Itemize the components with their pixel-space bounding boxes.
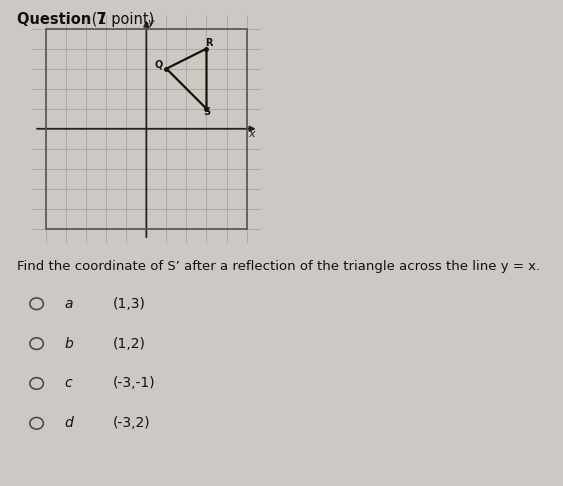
Text: (1 point): (1 point) — [87, 12, 154, 27]
Text: x: x — [248, 129, 255, 139]
Text: S: S — [203, 107, 210, 117]
Text: Question 7: Question 7 — [17, 12, 106, 27]
Text: (1,2): (1,2) — [113, 337, 145, 350]
Text: a: a — [65, 297, 73, 311]
Text: Q: Q — [155, 60, 163, 69]
Text: y: y — [148, 17, 154, 28]
Text: c: c — [65, 377, 73, 390]
Bar — [46, 29, 247, 229]
Text: (-3,-1): (-3,-1) — [113, 377, 155, 390]
Text: (1,3): (1,3) — [113, 297, 145, 311]
Text: d: d — [65, 417, 74, 430]
Text: Find the coordinate of S’ after a reflection of the triangle across the line y =: Find the coordinate of S’ after a reflec… — [17, 260, 540, 273]
Text: (-3,2): (-3,2) — [113, 417, 150, 430]
Text: b: b — [65, 337, 74, 350]
Text: R: R — [205, 38, 213, 48]
